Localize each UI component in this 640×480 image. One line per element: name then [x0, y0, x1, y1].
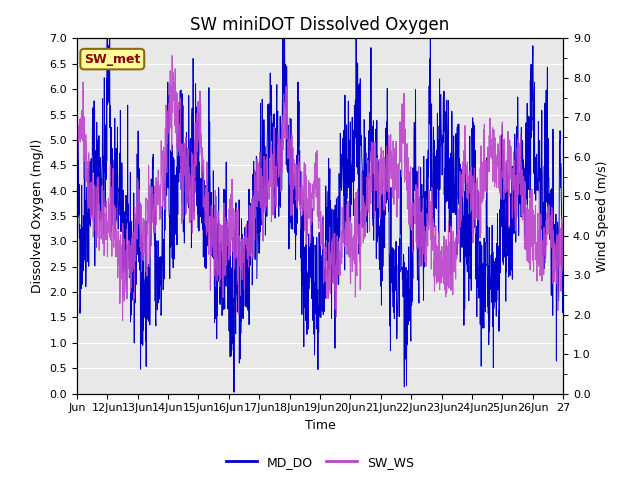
- MD_DO: [545, 191, 553, 197]
- MD_DO: [310, 279, 317, 285]
- SW_WS: [310, 207, 317, 213]
- Title: SW miniDOT Dissolved Oxygen: SW miniDOT Dissolved Oxygen: [190, 16, 450, 34]
- Y-axis label: Wind Speed (m/s): Wind Speed (m/s): [596, 160, 609, 272]
- SW_WS: [98, 207, 106, 213]
- MD_DO: [456, 259, 464, 265]
- MD_DO: [559, 306, 567, 312]
- Line: SW_WS: SW_WS: [77, 56, 563, 320]
- MD_DO: [297, 255, 305, 261]
- SW_WS: [559, 272, 567, 278]
- MD_DO: [98, 176, 106, 181]
- Y-axis label: Dissolved Oxygen (mg/l): Dissolved Oxygen (mg/l): [31, 139, 44, 293]
- SW_WS: [297, 206, 305, 212]
- SW_WS: [73, 187, 81, 193]
- SW_WS: [118, 317, 126, 323]
- MD_DO: [73, 240, 81, 245]
- Legend: MD_DO, SW_WS: MD_DO, SW_WS: [221, 451, 419, 474]
- SW_WS: [545, 203, 553, 209]
- Text: SW_met: SW_met: [84, 53, 140, 66]
- SW_WS: [168, 53, 176, 59]
- SW_WS: [546, 223, 554, 228]
- X-axis label: Time: Time: [305, 419, 335, 432]
- MD_DO: [230, 389, 238, 395]
- MD_DO: [104, 36, 111, 41]
- Line: MD_DO: MD_DO: [77, 38, 563, 392]
- SW_WS: [456, 217, 464, 223]
- MD_DO: [546, 220, 554, 226]
